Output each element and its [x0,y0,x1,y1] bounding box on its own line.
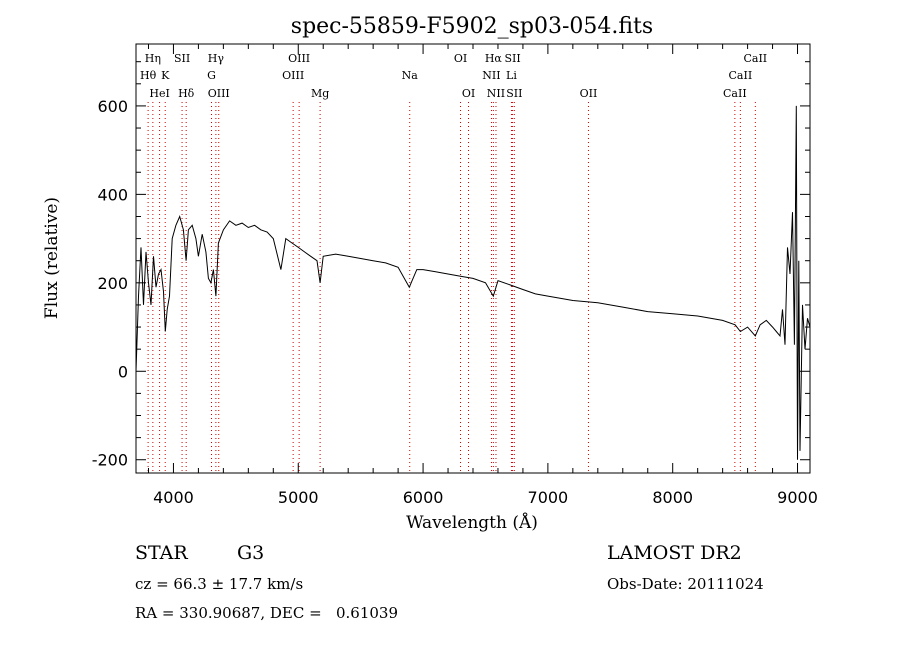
spectral-line-label: SII [506,87,522,100]
radial-velocity: cz = 66.3 ± 17.7 km/s [135,575,304,593]
survey-name: LAMOST DR2 [607,542,742,564]
spectral-line-label: NII [482,69,500,82]
y-tick-label: -200 [92,451,128,470]
y-tick-label: 200 [97,274,128,293]
coordinates: RA = 330.90687, DEC = 0.61039 [135,604,399,622]
spectral-line-label: Na [402,69,419,82]
observation-date: Obs-Date: 20111024 [607,575,764,593]
y-tick-label: 0 [118,362,128,381]
y-axis-label: Flux (relative) [42,197,62,319]
x-tick-label: 6000 [403,488,444,507]
spectral-line-label: Li [506,69,517,82]
spectral-line-label: G [207,69,216,82]
spectral-line-label: OIII [208,87,230,100]
spectral-line-label: CaII [729,69,753,82]
spectral-line-label: OIII [288,52,310,65]
x-axis: 4000 5000 6000 7000 8000 9000 [147,44,818,507]
spectrum-line [135,105,811,460]
spectral-line-label: OII [580,87,598,100]
spectral-line-label: Hδ [178,87,195,100]
spectral-line-label: NII [487,87,505,100]
chart-title: spec-55859-F5902_sp03-054.fits [291,14,653,39]
x-tick-label: 9000 [777,488,818,507]
x-tick-label: 7000 [528,488,569,507]
spectral-line-label: Mg [311,87,329,100]
spectral-line-label: CaII [723,87,747,100]
x-axis-label: Wavelength (Å) [406,512,538,533]
y-axis: -200 0 200 400 600 [92,61,810,470]
x-tick-label: 4000 [153,488,194,507]
object-class: STAR [135,542,188,564]
spectral-line-label: OI [454,52,467,65]
object-subclass: G3 [237,542,265,564]
spectral-line-label: Hη [145,52,161,65]
spectral-line-label: OI [462,87,475,100]
plot-frame [135,43,811,474]
y-tick-label: 400 [97,185,128,204]
spectral-line-label: K [161,69,170,82]
spectral-line-label: OIII [282,69,304,82]
y-tick-label: 600 [97,97,128,116]
spectral-line-label: SII [174,52,190,65]
spectral-line-label: Hα [485,52,503,65]
spectral-line-label: CaII [743,52,767,65]
x-tick-label: 8000 [652,488,693,507]
spectral-line-label: HeI [149,87,169,100]
spectral-line-label: Hθ [140,69,157,82]
spectral-line-label: Hγ [208,52,225,65]
spectral-line-label: SII [504,52,520,65]
x-tick-label: 5000 [278,488,319,507]
spectral-line-markers [147,102,756,473]
